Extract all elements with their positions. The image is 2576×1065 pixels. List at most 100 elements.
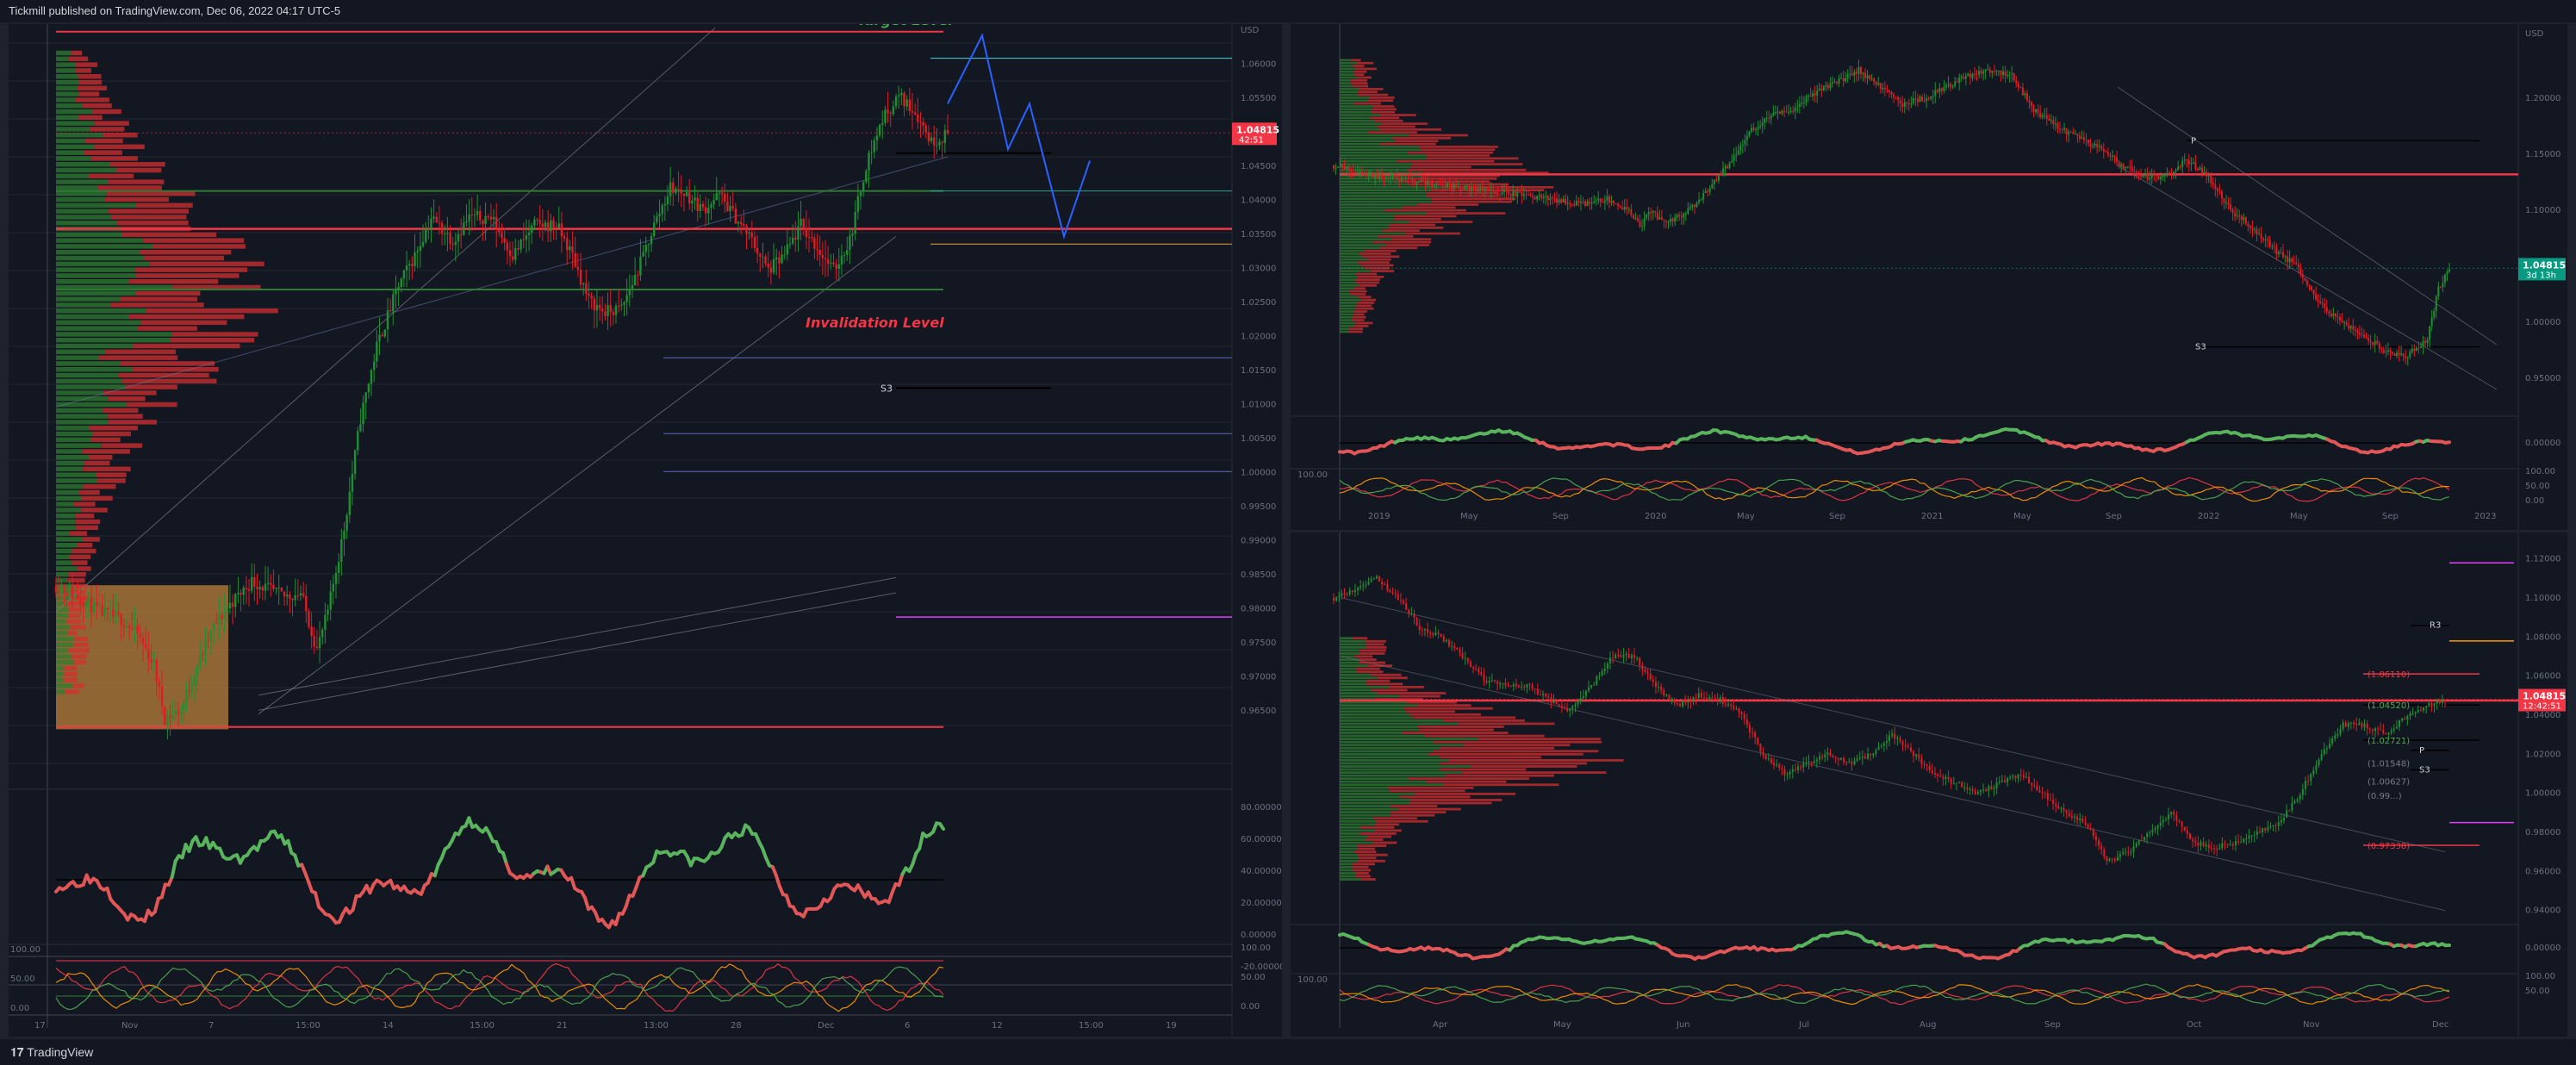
top-right-chart-svg[interactable]: PS3USD1.200001.150001.100001.050001.0000… bbox=[1291, 24, 2567, 530]
volume-profile-bar-green bbox=[56, 689, 65, 694]
x-tick-label: 14 bbox=[383, 1021, 394, 1031]
candle-body bbox=[1360, 586, 1362, 589]
tr-x-tick-label: May bbox=[1737, 512, 1755, 521]
volume-profile-bar-red bbox=[75, 519, 101, 525]
candle-body bbox=[1378, 174, 1381, 180]
candle-body bbox=[1932, 96, 1934, 97]
candle-body bbox=[231, 602, 234, 607]
candle-body bbox=[1714, 698, 1716, 700]
volume-profile-bar-red bbox=[94, 121, 129, 126]
candle-body bbox=[2380, 729, 2382, 731]
candle-body bbox=[1649, 673, 1652, 680]
volume-profile-bar-green bbox=[56, 420, 109, 425]
br-stoch-tick-label: 50.00 bbox=[2525, 987, 2550, 996]
candle-body bbox=[1641, 665, 1644, 670]
candle-body bbox=[1755, 128, 1758, 131]
candle-body bbox=[1391, 591, 1394, 593]
candle-body bbox=[546, 222, 550, 232]
osc-tick-label: 60.00000 bbox=[1241, 835, 1282, 844]
osc-segment bbox=[634, 875, 642, 889]
bottom-right-chart-svg[interactable]: (1.06110)(1.04520)(1.02721)(1.01548)(1.0… bbox=[1291, 532, 2567, 1037]
bottom-right-chart-panel[interactable]: (1.06110) (1.04520) (1.02721) (1.01548) (1.0… bbox=[1291, 532, 2567, 1037]
volume-profile-bar-red bbox=[108, 209, 189, 214]
volume-profile-bar-green bbox=[1340, 183, 1409, 186]
candle-body bbox=[1800, 766, 1802, 768]
volume-profile-bar-red bbox=[1392, 238, 1432, 241]
candle-body bbox=[1895, 97, 1897, 98]
volume-profile-bar-red bbox=[92, 431, 131, 437]
candle-body bbox=[1958, 77, 1961, 84]
candle-body bbox=[2248, 835, 2250, 838]
candle-body bbox=[1456, 647, 1459, 650]
candle-body bbox=[1498, 194, 1501, 196]
candle-body bbox=[343, 530, 345, 539]
candle-body bbox=[2059, 128, 2062, 130]
trend-channel-lower bbox=[258, 235, 897, 715]
candle-body bbox=[2244, 217, 2247, 224]
volume-profile-bar-red bbox=[1471, 765, 1577, 768]
candle-body bbox=[1721, 168, 1724, 176]
candle-body bbox=[289, 595, 291, 599]
x-tick-label: 17 bbox=[34, 1021, 46, 1031]
volume-profile-bar-green bbox=[1340, 694, 1400, 698]
candle-body bbox=[2089, 828, 2092, 831]
top-right-chart-panel[interactable]: PS3USD1.200001.150001.100001.050001.0000… bbox=[1291, 24, 2567, 530]
candle-body bbox=[1735, 154, 1738, 156]
candle-body bbox=[588, 293, 590, 296]
left-chart-panel[interactable]: Target LevelInvalidation LevelS3USD1.060… bbox=[9, 12, 1285, 1037]
volume-profile-bar-green bbox=[56, 431, 93, 437]
candle-body bbox=[1770, 115, 1772, 119]
candle-body bbox=[2438, 701, 2441, 703]
candle-body bbox=[701, 203, 705, 208]
volume-profile-bar-green bbox=[1340, 832, 1360, 835]
volume-profile-bar-red bbox=[1352, 863, 1376, 866]
candle-body bbox=[878, 124, 881, 136]
candle-body bbox=[2170, 812, 2173, 815]
candle-body bbox=[1525, 194, 1528, 196]
candle-body bbox=[1654, 682, 1657, 688]
candle-body bbox=[1744, 140, 1746, 145]
candle-body bbox=[2395, 726, 2398, 729]
volume-profile-bar-red bbox=[1355, 278, 1380, 281]
candle-body bbox=[1565, 199, 1567, 204]
candle-body bbox=[663, 203, 667, 206]
candle-body bbox=[612, 311, 615, 315]
candle-body bbox=[1396, 176, 1398, 180]
volume-profile-bar-green bbox=[1340, 200, 1432, 203]
volume-profile-bar-green bbox=[1340, 652, 1360, 655]
volume-profile-bar-red bbox=[72, 642, 90, 648]
candle-body bbox=[1405, 603, 1408, 610]
candle-body bbox=[555, 227, 557, 228]
candle-body bbox=[2076, 816, 2079, 821]
candle-body bbox=[1397, 594, 1399, 601]
candle-body bbox=[2183, 159, 2186, 161]
volume-profile-bar-red bbox=[1418, 146, 1498, 148]
volume-profile-bar-red bbox=[90, 127, 125, 132]
candle-body bbox=[305, 595, 308, 612]
candle-body bbox=[1556, 198, 1558, 203]
candle-body bbox=[835, 264, 837, 269]
tradingview-logo[interactable]: 𝟏𝟕 TradingView bbox=[10, 1045, 93, 1060]
candle-body bbox=[1499, 683, 1502, 685]
candle-body bbox=[2207, 175, 2210, 177]
candle-body bbox=[112, 609, 115, 617]
volume-profile-bar-green bbox=[1340, 756, 1440, 759]
volume-profile-bar-red bbox=[67, 577, 85, 583]
candle-body bbox=[1633, 655, 1635, 658]
candle-body bbox=[2377, 728, 2380, 730]
candle-body bbox=[566, 238, 569, 251]
volume-profile-bar-green bbox=[1340, 315, 1353, 319]
candle-body bbox=[2442, 283, 2444, 288]
candle-body bbox=[340, 539, 343, 562]
candle-body bbox=[253, 576, 256, 587]
candle-body bbox=[1971, 73, 1974, 78]
volume-profile-bar-green bbox=[1340, 261, 1359, 264]
left-chart-svg[interactable]: Target LevelInvalidation LevelS3USD1.060… bbox=[9, 12, 1285, 1037]
volume-profile-bar-red bbox=[135, 290, 201, 296]
tr-stoch-tick-label: 100.00 bbox=[2525, 467, 2555, 476]
candle-body bbox=[2433, 310, 2436, 318]
candle-body bbox=[1643, 218, 1646, 227]
candle-body bbox=[1826, 752, 1829, 755]
candle-body bbox=[767, 263, 769, 268]
